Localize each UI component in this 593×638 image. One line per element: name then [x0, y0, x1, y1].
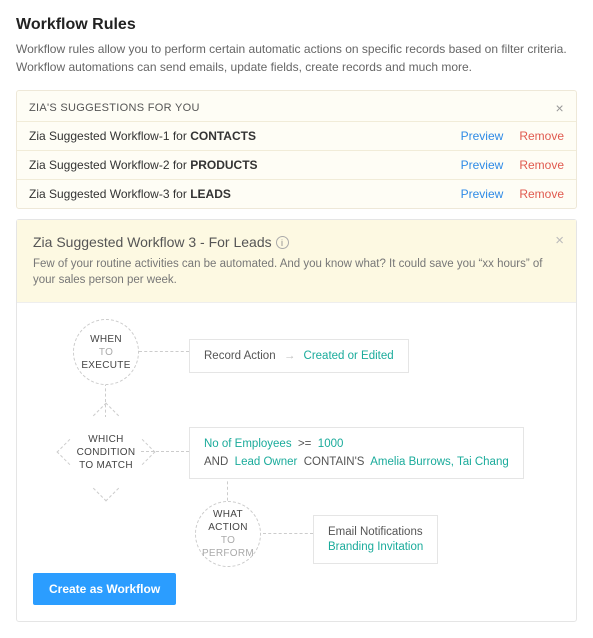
suggestion-label: Zia Suggested Workflow-2 for PRODUCTS — [29, 158, 461, 172]
connector-line — [141, 451, 189, 452]
close-icon[interactable]: × — [555, 232, 564, 249]
preview-link[interactable]: Preview — [461, 187, 504, 201]
when-card: Record Action → Created or Edited — [189, 339, 409, 373]
detail-subtitle: Few of your routine activities can be au… — [33, 256, 560, 288]
detail-header: Zia Suggested Workflow 3 - For Leads i F… — [17, 220, 576, 303]
page-description: Workflow rules allow you to perform cert… — [16, 40, 577, 76]
info-icon[interactable]: i — [276, 236, 289, 249]
suggestion-label: Zia Suggested Workflow-1 for CONTACTS — [29, 129, 461, 143]
suggestion-label: Zia Suggested Workflow-3 for LEADS — [29, 187, 461, 201]
which-card: No of Employees >= 1000 AND Lead Owner C… — [189, 427, 524, 479]
close-icon[interactable]: × — [556, 101, 564, 115]
preview-link[interactable]: Preview — [461, 129, 504, 143]
cta-row: Create as Workflow — [17, 573, 576, 605]
what-card: Email Notifications Branding Invitation — [313, 515, 438, 564]
workflow-detail-panel: Zia Suggested Workflow 3 - For Leads i F… — [16, 219, 577, 622]
connector-line — [263, 533, 313, 534]
preview-link[interactable]: Preview — [461, 158, 504, 172]
detail-title: Zia Suggested Workflow 3 - For Leads i — [33, 234, 560, 250]
suggestion-row: Zia Suggested Workflow-2 for PRODUCTS Pr… — [17, 150, 576, 179]
workflow-flow-diagram: WHEN TO EXECUTE Record Action → Created … — [33, 303, 560, 563]
suggestion-row: Zia Suggested Workflow-3 for LEADS Previ… — [17, 179, 576, 208]
remove-link[interactable]: Remove — [519, 129, 564, 143]
which-node: WHICH CONDITION TO MATCH — [71, 417, 141, 487]
arrow-right-icon: → — [284, 350, 296, 362]
page-title: Workflow Rules — [16, 16, 577, 34]
suggestion-row: Zia Suggested Workflow-1 for CONTACTS Pr… — [17, 121, 576, 150]
connector-line — [139, 351, 189, 352]
remove-link[interactable]: Remove — [519, 187, 564, 201]
suggestions-title: ZIA'S SUGGESTIONS FOR YOU — [29, 102, 200, 114]
suggestions-panel: ZIA'S SUGGESTIONS FOR YOU × Zia Suggeste… — [16, 90, 577, 209]
when-node: WHEN TO EXECUTE — [73, 319, 139, 385]
what-node: WHAT ACTION TO PERFORM — [195, 501, 261, 567]
connector-line — [105, 383, 106, 418]
remove-link[interactable]: Remove — [519, 158, 564, 172]
create-as-workflow-button[interactable]: Create as Workflow — [33, 573, 176, 605]
